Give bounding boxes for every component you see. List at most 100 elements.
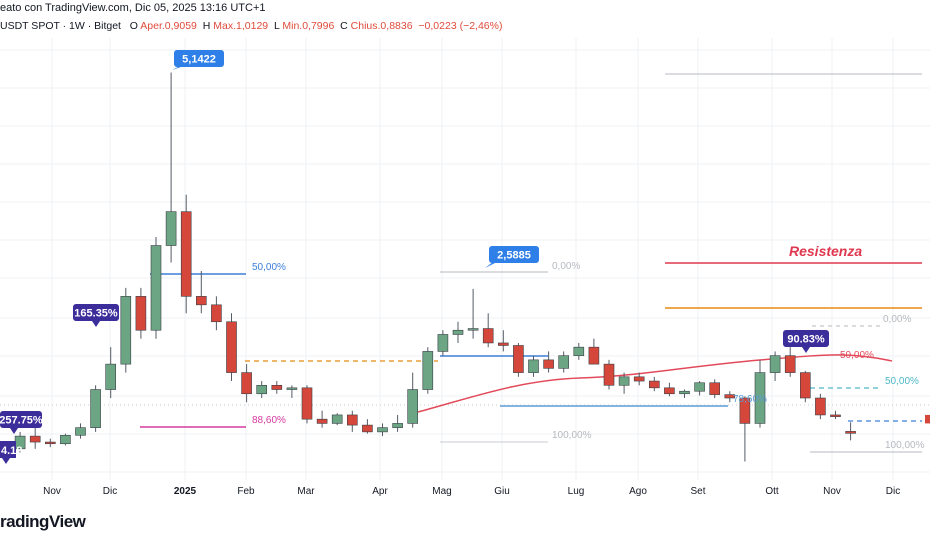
candle: [815, 393, 826, 420]
left-cut-badge-pointer: [2, 458, 10, 464]
candle-body: [286, 387, 298, 390]
candle-body: [467, 328, 479, 331]
moving-average-line: [417, 354, 893, 413]
low-label: L: [273, 20, 280, 32]
drawing-lines: [0, 73, 930, 453]
candle-body: [830, 414, 841, 417]
candle: [241, 364, 252, 403]
candle: [694, 381, 705, 396]
change-value: −0,0223 (−2,46%): [418, 20, 503, 32]
candle: [346, 410, 358, 432]
candle-body: [603, 363, 615, 386]
x-tick-label: Set: [690, 486, 705, 497]
publish-info: eato con TradingView.com, Dic 05, 2025 1…: [0, 2, 266, 14]
candle: [709, 379, 721, 398]
high-label: H: [202, 20, 211, 32]
pct-label-2-bg: [73, 304, 119, 321]
open-value: Aper.0,9059: [140, 20, 197, 32]
fib-level-label: 50,00%: [840, 350, 874, 361]
candle-body: [694, 382, 705, 392]
candle: [105, 347, 116, 398]
x-tick-label: Apr: [372, 486, 388, 497]
candle: [377, 423, 388, 437]
candle-body: [256, 384, 268, 395]
candle-body: [196, 296, 207, 306]
fib-level-label: 78,60%: [733, 394, 767, 405]
candle-body: [90, 389, 101, 428]
candle: [437, 330, 449, 356]
candle-body: [618, 376, 630, 386]
price-label-high-bg: [174, 50, 224, 67]
candle: [44, 438, 56, 448]
high-value: Max.1,0129: [213, 20, 269, 32]
candle-body: [633, 376, 645, 382]
candle: [29, 427, 41, 449]
candle: [739, 396, 751, 462]
pct-label-1-pointer: [10, 428, 18, 434]
candle-body: [29, 435, 41, 443]
price-label-mid-text: 2,5885: [497, 250, 531, 262]
candle-body-edge: [925, 414, 930, 424]
left-cut-badge-text: 4.18: [1, 445, 22, 457]
x-tick-label: Ott: [765, 486, 779, 497]
open-label: O: [129, 20, 138, 32]
price-label-mid-pointer: [485, 262, 497, 268]
fib-level-label: 88,60%: [252, 415, 286, 426]
candle: [603, 359, 615, 390]
candle-body: [452, 329, 464, 335]
candle: [180, 194, 192, 314]
candle-body: [346, 414, 358, 426]
x-tick-label: Mar: [297, 486, 315, 497]
candle-body: [135, 296, 147, 331]
candle: [558, 351, 570, 373]
candle-body: [180, 211, 192, 297]
candle: [135, 287, 147, 339]
candle-body: [543, 359, 554, 369]
candle: [497, 330, 509, 352]
pct-label-1-text: 257.75%: [0, 415, 43, 427]
candle: [211, 296, 222, 331]
candle-body: [75, 427, 86, 436]
candle: [664, 382, 675, 397]
fib-level-label: 0,00%: [552, 261, 580, 272]
close-label: C: [340, 20, 348, 32]
price-label-mid: 2,5885: [485, 246, 539, 268]
pct-label-3-text: 90.83%: [787, 334, 825, 346]
candle-body: [60, 434, 71, 445]
candle: [633, 372, 645, 386]
candle-body: [150, 245, 162, 331]
low-value: Min.0,7996: [282, 20, 335, 32]
x-tick-label: Dic: [103, 486, 117, 497]
candle-body: [648, 380, 660, 389]
symbol-label: USDT SPOT · 1W · Bitget: [0, 20, 121, 32]
pct-label-1-bg: [0, 411, 42, 428]
candle: [482, 313, 494, 348]
candles: [0, 72, 930, 462]
candle-body: [331, 414, 343, 424]
pct-label-2-text: 165.35%: [74, 308, 118, 320]
x-tick-label: Giu: [494, 486, 510, 497]
candle-body: [815, 397, 826, 416]
candle-body: [513, 345, 524, 373]
candle: [392, 414, 403, 432]
candle-body: [241, 372, 252, 395]
candle: [830, 410, 841, 420]
resistance-label: Resistenza: [789, 243, 862, 259]
x-tick-label: Nov: [43, 486, 61, 497]
candle-body: [316, 418, 328, 424]
fib-level-label: 100,00%: [552, 430, 592, 441]
candle: [226, 313, 237, 382]
candle: [648, 376, 660, 392]
candle: [196, 270, 207, 314]
ohlc-legend: USDT SPOT · 1W · Bitget O Aper.0,9059 H …: [0, 20, 502, 32]
candle: [407, 372, 419, 428]
candle-body: [739, 397, 751, 424]
candle-body: [845, 431, 856, 434]
candle: [422, 347, 434, 394]
x-tick-label: 2025: [174, 486, 197, 497]
candle-body: [271, 384, 283, 390]
candle: [452, 321, 464, 343]
x-tick-label: Feb: [237, 486, 255, 497]
candle-body: [799, 372, 811, 399]
